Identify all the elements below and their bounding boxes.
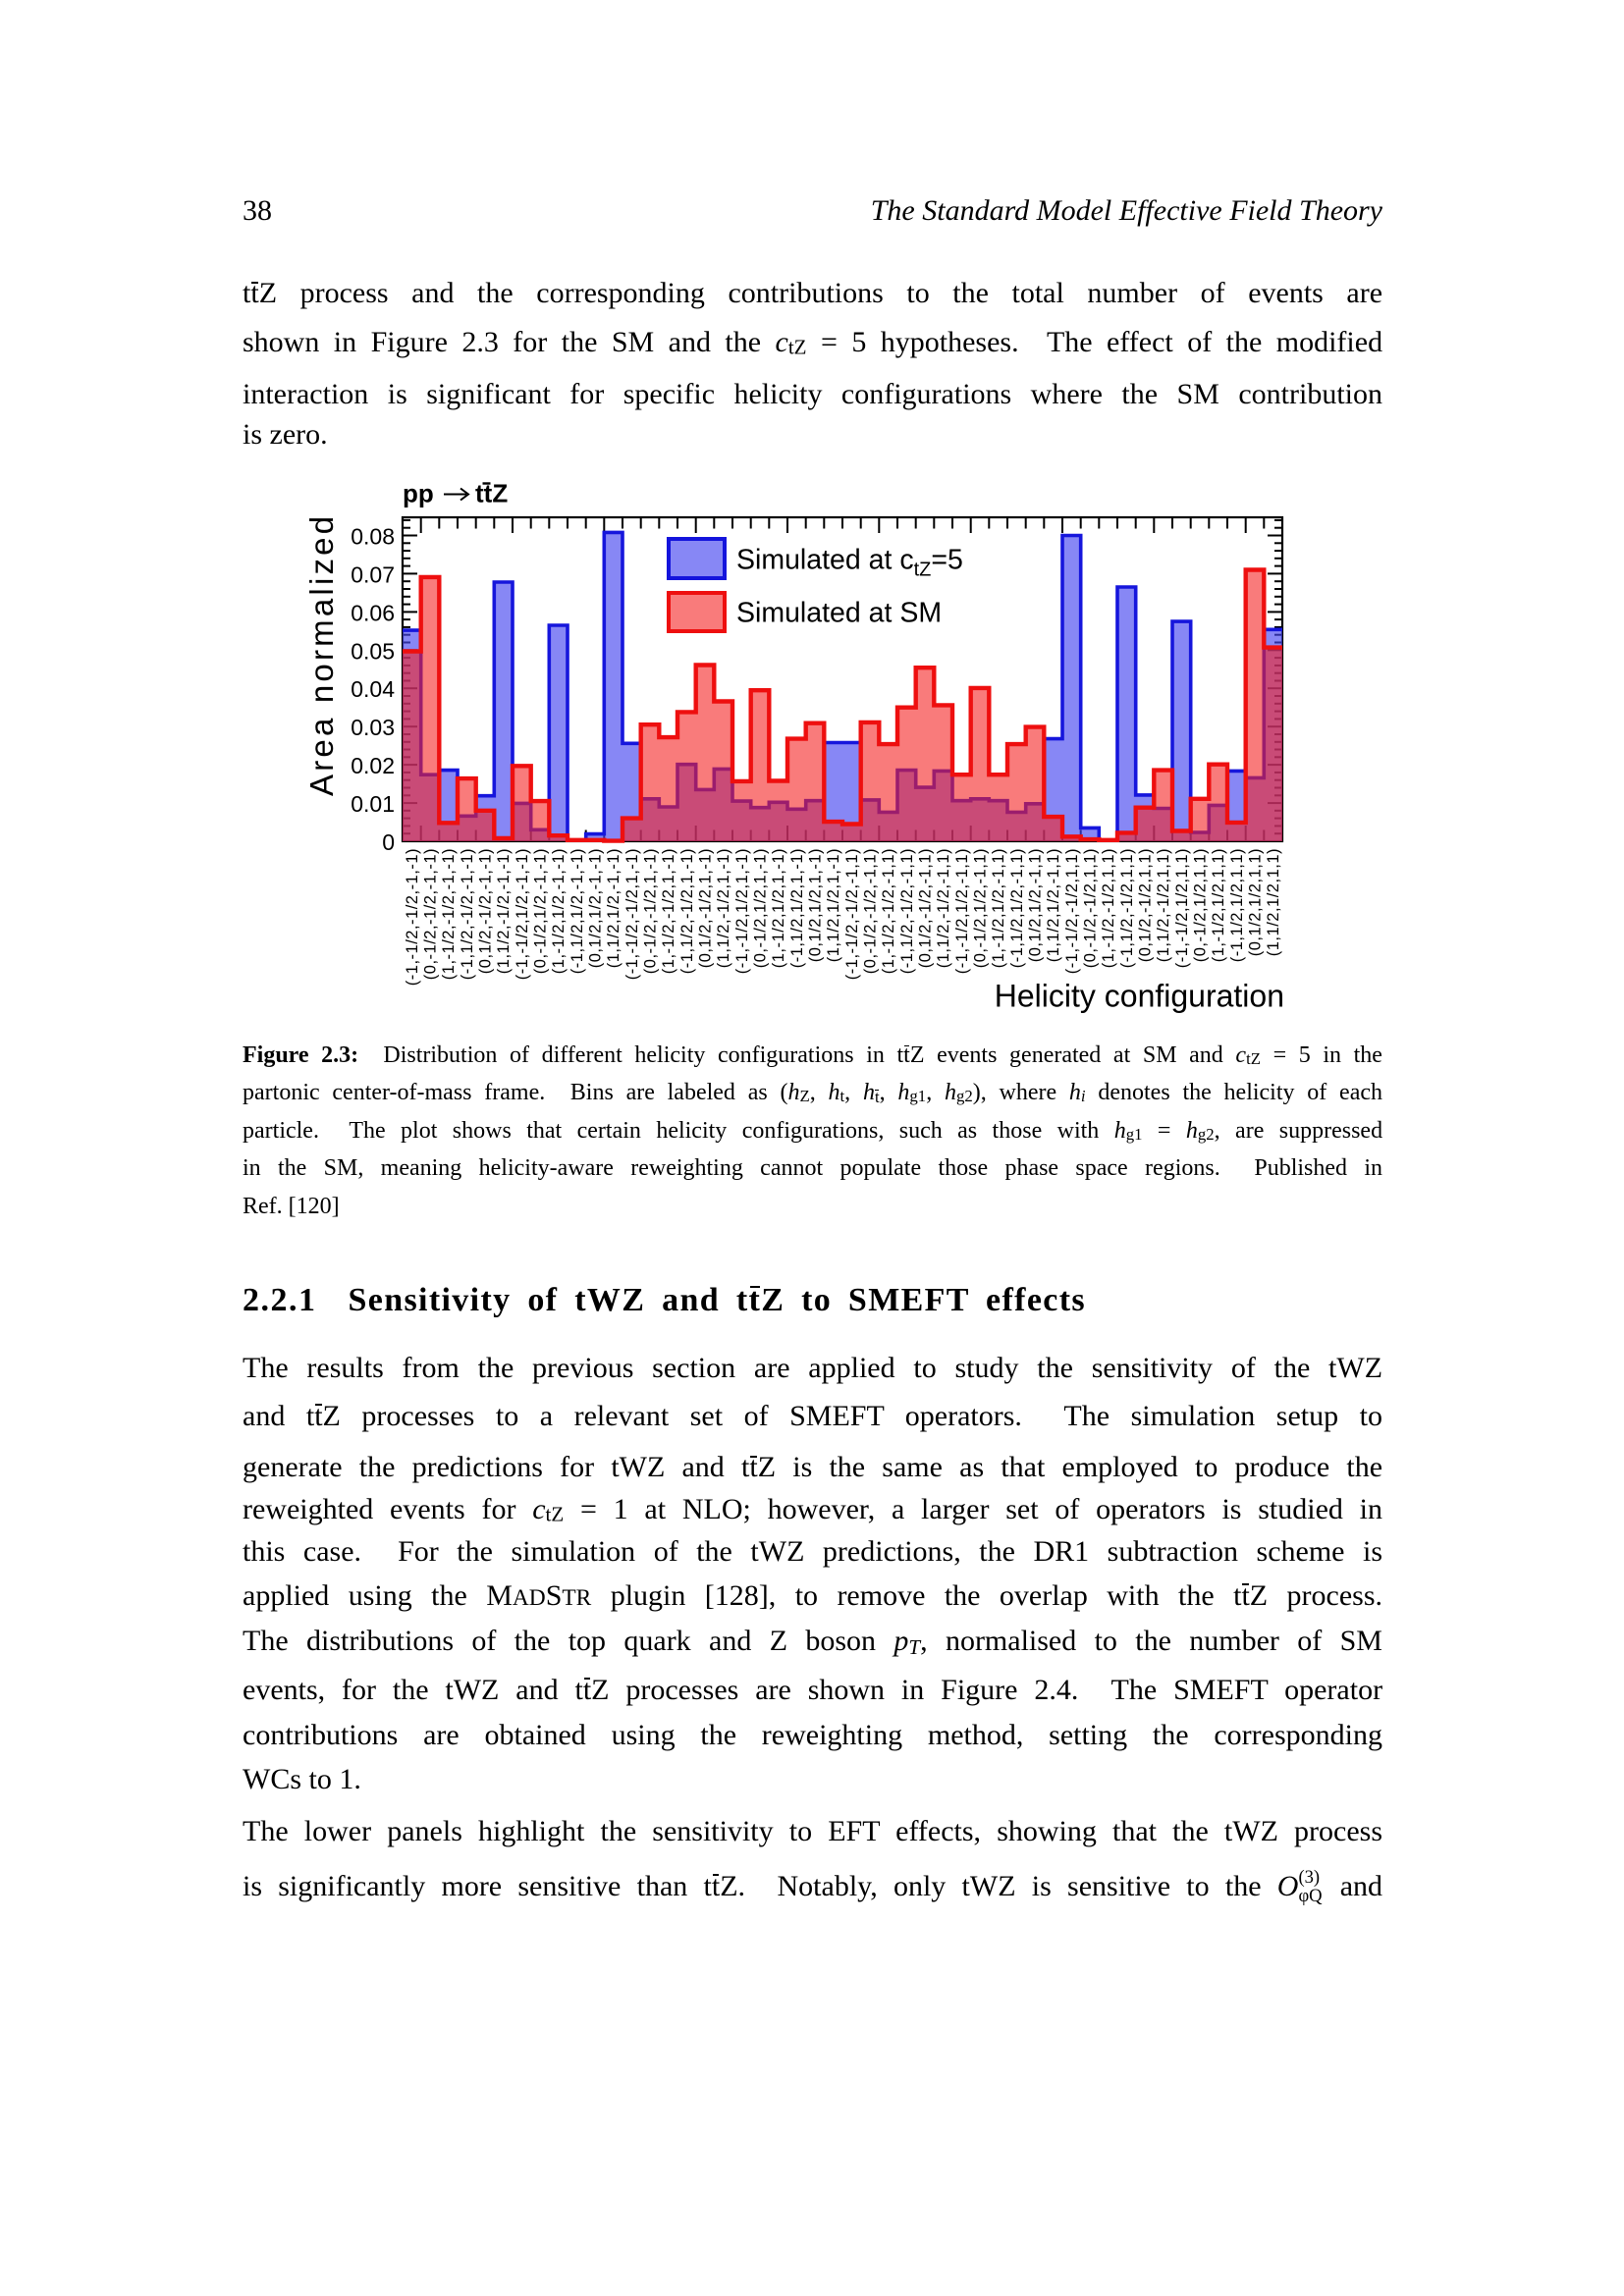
svg-text:(1,1/2,1/2,-1,-1): (1,1/2,1/2,-1,-1) (605, 848, 623, 968)
svg-text:(0,1/2,-1/2,-1,-1): (0,1/2,-1/2,-1,-1) (477, 848, 495, 974)
svg-text:(0,1/2,-1/2,1,1): (0,1/2,-1/2,1,1) (1137, 848, 1155, 962)
svg-text:(-1,1/2,-1/2,-1,-1): (-1,1/2,-1/2,-1,-1) (459, 848, 476, 980)
svg-text:(-1,-1/2,1/2,1,1): (-1,-1/2,1/2,1,1) (1173, 848, 1191, 968)
svg-text:0.01: 0.01 (351, 791, 395, 817)
svg-text:(0,1/2,1/2,-1,-1): (0,1/2,1/2,-1,-1) (587, 848, 605, 968)
svg-text:Helicity configuration: Helicity configuration (995, 979, 1284, 1014)
svg-text:Simulated at SM: Simulated at SM (736, 598, 942, 629)
svg-text:(1,-1/2,-1/2,-1,-1): (1,-1/2,-1/2,-1,-1) (440, 848, 458, 980)
svg-text:(-1,-1/2,-1/2,1,1): (-1,-1/2,-1/2,1,1) (1063, 848, 1081, 974)
svg-text:Area normalized: Area normalized (303, 513, 340, 796)
svg-text:(-1,-1/2,-1/2,-1,-1): (-1,-1/2,-1/2,-1,-1) (404, 848, 421, 986)
svg-text:(1,1/2,-1/2,-1,-1): (1,1/2,-1/2,-1,-1) (495, 848, 513, 974)
svg-text:(0,1/2,-1/2,-1,1): (0,1/2,-1/2,-1,1) (917, 848, 935, 968)
svg-text:(0,-1/2,-1/2,1,-1): (0,-1/2,-1/2,1,-1) (642, 848, 660, 974)
svg-text:Simulated at ctZ=5: Simulated at ctZ=5 (736, 545, 963, 581)
svg-text:(0,1/2,1/2,1,1): (0,1/2,1/2,1,1) (1247, 848, 1265, 956)
svg-text:(1,-1/2,-1/2,1,-1): (1,-1/2,-1/2,1,-1) (660, 848, 677, 974)
svg-text:(-1,-1/2,-1/2,1,-1): (-1,-1/2,-1/2,1,-1) (623, 848, 641, 980)
svg-text:(1,1/2,-1/2,-1,1): (1,1/2,-1/2,-1,1) (935, 848, 952, 968)
svg-text:(0,-1/2,-1/2,-1,1): (0,-1/2,-1/2,-1,1) (862, 848, 880, 974)
svg-text:(0,1/2,1/2,1,-1): (0,1/2,1/2,1,-1) (807, 848, 825, 962)
svg-text:(1,-1/2,1/2,-1,1): (1,-1/2,1/2,-1,1) (990, 848, 1007, 968)
svg-text:(1,1/2,-1/2,1,1): (1,1/2,-1/2,1,1) (1155, 848, 1172, 962)
svg-text:0.04: 0.04 (351, 676, 395, 702)
svg-text:(1,-1/2,1/2,1,1): (1,-1/2,1/2,1,1) (1210, 848, 1227, 962)
svg-text:0: 0 (382, 829, 395, 855)
svg-text:(-1,1/2,1/2,-1,-1): (-1,1/2,1/2,-1,-1) (568, 848, 586, 974)
svg-text:(-1,1/2,1/2,-1,1): (-1,1/2,1/2,-1,1) (1008, 848, 1026, 968)
svg-text:(1,1/2,1/2,1,1): (1,1/2,1/2,1,1) (1265, 848, 1282, 956)
svg-text:(-1,1/2,-1/2,1,1): (-1,1/2,-1/2,1,1) (1118, 848, 1136, 968)
svg-text:(-1,-1/2,1/2,-1,-1): (-1,-1/2,1/2,-1,-1) (514, 848, 531, 980)
svg-text:(0,1/2,1/2,-1,1): (0,1/2,1/2,-1,1) (1027, 848, 1045, 962)
svg-text:(-1,1/2,1/2,1,1): (-1,1/2,1/2,1,1) (1228, 848, 1246, 962)
svg-text:(1,-1/2,1/2,1,-1): (1,-1/2,1/2,1,-1) (770, 848, 787, 968)
svg-text:0.03: 0.03 (351, 715, 395, 740)
svg-text:(-1,-1/2,-1/2,-1,1): (-1,-1/2,-1/2,-1,1) (843, 848, 861, 980)
svg-text:0.07: 0.07 (351, 561, 395, 587)
svg-text:(1,-1/2,-1/2,-1,1): (1,-1/2,-1/2,-1,1) (880, 848, 897, 974)
svg-text:ttZ: ttZ (475, 479, 508, 508)
svg-text:(1,-1/2,1/2,-1,-1): (1,-1/2,1/2,-1,-1) (550, 848, 568, 974)
svg-text:(1,1/2,1/2,1,-1): (1,1/2,1/2,1,-1) (825, 848, 842, 962)
svg-text:(-1,1/2,-1/2,-1,1): (-1,1/2,-1/2,-1,1) (898, 848, 916, 974)
svg-text:(0,-1/2,1/2,-1,1): (0,-1/2,1/2,-1,1) (972, 848, 990, 968)
svg-text:(0,-1/2,1/2,1,-1): (0,-1/2,1/2,1,-1) (752, 848, 770, 968)
svg-text:(0,-1/2,1/2,1,1): (0,-1/2,1/2,1,1) (1192, 848, 1210, 962)
svg-text:(0,-1/2,-1/2,1,1): (0,-1/2,-1/2,1,1) (1082, 848, 1100, 968)
svg-text:pp: pp (403, 479, 434, 508)
svg-text:(-1,1/2,-1/2,1,-1): (-1,1/2,-1/2,1,-1) (678, 848, 696, 974)
svg-text:(-1,1/2,1/2,1,-1): (-1,1/2,1/2,1,-1) (788, 848, 806, 968)
svg-text:(0,1/2,-1/2,1,-1): (0,1/2,-1/2,1,-1) (697, 848, 715, 968)
svg-text:(-1,-1/2,1/2,-1,1): (-1,-1/2,1/2,-1,1) (953, 848, 971, 974)
svg-text:(1,-1/2,-1/2,1,1): (1,-1/2,-1/2,1,1) (1100, 848, 1117, 968)
svg-text:(0,-1/2,-1/2,-1,-1): (0,-1/2,-1/2,-1,-1) (422, 848, 440, 980)
svg-text:0.06: 0.06 (351, 600, 395, 625)
svg-text:0.08: 0.08 (351, 524, 395, 550)
svg-text:0.05: 0.05 (351, 638, 395, 664)
svg-text:(0,-1/2,1/2,-1,-1): (0,-1/2,1/2,-1,-1) (532, 848, 550, 974)
svg-text:(1,1/2,-1/2,1,-1): (1,1/2,-1/2,1,-1) (715, 848, 732, 968)
svg-text:0.02: 0.02 (351, 753, 395, 778)
svg-text:(1,1/2,1/2,-1,1): (1,1/2,1/2,-1,1) (1045, 848, 1062, 962)
svg-text:(-1,-1/2,1/2,1,-1): (-1,-1/2,1/2,1,-1) (733, 848, 751, 974)
